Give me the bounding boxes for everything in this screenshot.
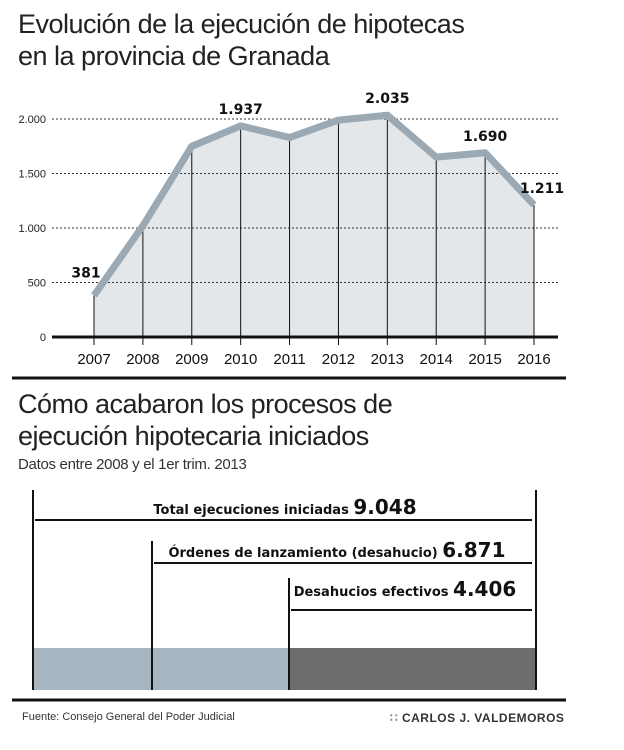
x-tick-label: 2010 xyxy=(224,351,257,368)
dots-icon: ∷ xyxy=(390,711,402,725)
chart2-subtitle: Datos entre 2008 y el 1er trim. 2013 xyxy=(18,456,247,473)
bar-ordenes xyxy=(152,648,289,690)
category-label: Órdenes de lanzamiento (desahucio) 6.871 xyxy=(168,538,505,562)
category-value: 6.871 xyxy=(442,538,505,562)
chart2-title-line1: Cómo acabaron los procesos de xyxy=(18,389,393,419)
data-label: 381 xyxy=(71,265,100,281)
category-name: Desahucios efectivos xyxy=(294,585,453,600)
category-value: 9.048 xyxy=(353,495,416,519)
x-tick-label: 2012 xyxy=(322,351,355,368)
y-tick-label: 1.500 xyxy=(18,169,46,181)
data-label: 2.035 xyxy=(365,91,409,107)
y-tick-label: 500 xyxy=(28,278,46,290)
x-tick-label: 2007 xyxy=(77,351,110,368)
series-line xyxy=(91,111,537,298)
author-credit: ∷ CARLOS J. VALDEMOROS xyxy=(390,711,564,725)
bar-total xyxy=(33,648,152,690)
x-tick-label: 2009 xyxy=(175,351,208,368)
chart2-title-line2: ejecución hipotecaria iniciados xyxy=(18,421,369,451)
y-tick-label: 0 xyxy=(40,332,46,344)
chart2-title: Cómo acabaron los procesos de ejecución … xyxy=(18,388,393,452)
chart1-title-line2: en la provincia de Granada xyxy=(18,41,330,71)
category-value: 4.406 xyxy=(453,577,516,601)
y-tick-label: 1.000 xyxy=(18,223,46,235)
category-label: Total ejecuciones iniciadas 9.048 xyxy=(153,495,416,519)
x-tick-label: 2015 xyxy=(468,351,501,368)
chart1-title: Evolución de la ejecución de hipotecas e… xyxy=(18,8,465,72)
category-name: Total ejecuciones iniciadas xyxy=(153,503,353,518)
author-name: CARLOS J. VALDEMOROS xyxy=(401,711,565,725)
data-label: 1.211 xyxy=(520,181,564,197)
x-tick-label: 2008 xyxy=(126,351,159,368)
chart1-title-line1: Evolución de la ejecución de hipotecas xyxy=(18,9,465,39)
data-label: 1.690 xyxy=(463,129,508,145)
y-tick-label: 2.000 xyxy=(18,114,46,126)
category-name: Órdenes de lanzamiento (desahucio) xyxy=(168,545,442,561)
x-tick-label: 2014 xyxy=(420,351,453,368)
x-tick-label: 2016 xyxy=(517,351,550,368)
x-tick-label: 2013 xyxy=(371,351,404,368)
source-note: Fuente: Consejo General del Poder Judici… xyxy=(22,711,235,723)
bar-desahucios xyxy=(289,648,536,690)
category-label: Desahucios efectivos 4.406 xyxy=(294,577,517,601)
data-label: 1.937 xyxy=(219,102,263,118)
area-fill xyxy=(94,115,534,337)
x-tick-label: 2011 xyxy=(273,351,305,368)
